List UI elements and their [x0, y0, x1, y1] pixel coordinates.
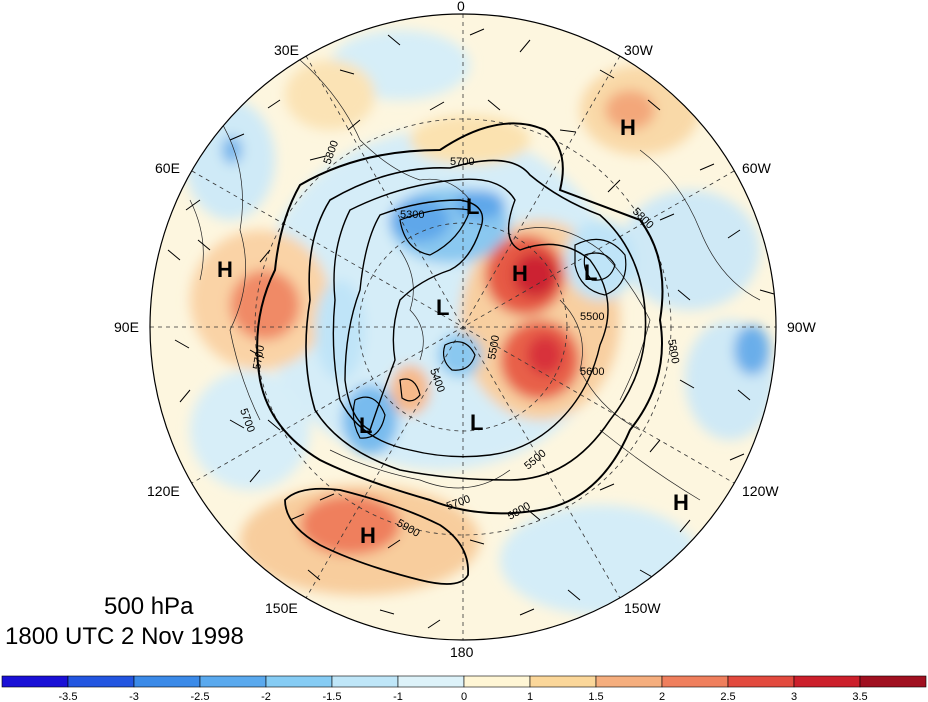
map-title-time: 1800 UTC 2 Nov 1998 [5, 623, 244, 650]
high-pressure-marker: H [360, 523, 376, 548]
colorbar-tick-label: -1 [393, 691, 403, 702]
longitude-label: 60W [742, 160, 771, 176]
longitude-label: 150W [624, 600, 661, 616]
colorbar-tick-label: 2.5 [720, 691, 735, 702]
contour-label: 5800 [665, 338, 681, 364]
longitude-label: 0 [457, 0, 465, 14]
contour-label: 5600 [580, 366, 604, 378]
colorbar-swatch [463, 675, 531, 688]
colorbar-swatch [859, 675, 927, 688]
longitude-label: 150E [265, 600, 298, 616]
contour-label: 5700 [251, 344, 267, 370]
colorbar-swatch [595, 675, 663, 688]
longitude-label: 30E [274, 42, 299, 58]
longitude-label: 60E [155, 160, 180, 176]
polar-stereographic-map: 5300 5700 5700 5800 5800 5800 5800 5500 … [149, 13, 777, 641]
map-boundary [149, 13, 777, 641]
colorbar-swatch [529, 675, 597, 688]
high-pressure-marker: H [673, 490, 689, 515]
colorbar-tick-label: -3.5 [59, 691, 78, 702]
high-pressure-marker: H [512, 261, 528, 286]
low-pressure-marker: L [470, 410, 483, 435]
contour-label: 5300 [400, 209, 424, 221]
colorbar-tick-label: 1.5 [588, 691, 603, 702]
colorbar-tick-label: 1 [527, 691, 533, 702]
colorbar-swatch [1, 675, 69, 688]
colorbar-tick-label: 0 [461, 691, 467, 702]
low-pressure-marker: L [584, 260, 597, 285]
contour-label: 5500 [580, 311, 604, 323]
low-pressure-marker: L [436, 295, 449, 320]
pressure-centers: H H H H H L L L L L [217, 115, 689, 548]
high-pressure-marker: H [217, 257, 233, 282]
coastlines-and-grid [150, 14, 776, 640]
colorbar-swatch [727, 675, 795, 688]
colorbar-tick-label: -2.5 [191, 691, 210, 702]
low-pressure-marker: L [466, 194, 479, 219]
longitude-label: 180 [450, 644, 474, 660]
colorbar-tick-label: 2 [659, 691, 665, 702]
anomaly-shading [150, 14, 776, 640]
longitude-label: 90W [787, 319, 816, 335]
colorbar-swatch [331, 675, 399, 688]
colorbar-swatch [199, 675, 267, 688]
height-contours [256, 122, 664, 585]
longitude-label: 90E [114, 319, 139, 335]
longitude-label: 30W [624, 42, 653, 58]
colorbar-swatch [661, 675, 729, 688]
high-pressure-marker: H [620, 115, 636, 140]
colorbar-tick-label: 3.5 [852, 691, 867, 702]
colorbar: -3.5 -3 -2.5 -2 -1.5 -1 0 1 1.5 2 2.5 3 3.5 [1, 675, 927, 702]
longitude-label: 120E [147, 483, 180, 499]
map-title-level: 500 hPa [104, 593, 194, 620]
colorbar-swatch [397, 675, 465, 688]
low-pressure-marker: L [359, 413, 372, 438]
colorbar-tick-label: -2 [261, 691, 271, 702]
colorbar-tick-label: -3 [129, 691, 139, 702]
colorbar-swatch [133, 675, 201, 688]
colorbar-swatch [265, 675, 333, 688]
colorbar-swatch [793, 675, 861, 688]
contour-label: 5700 [450, 156, 474, 168]
colorbar-swatch [67, 675, 135, 688]
contour-label: 5500 [486, 334, 502, 360]
colorbar-tick-label: -1.5 [323, 691, 342, 702]
colorbar-tick-label: 3 [791, 691, 797, 702]
contour-labels: 5300 5700 5700 5800 5800 5800 5800 5500 … [237, 139, 681, 540]
longitude-label: 120W [742, 483, 779, 499]
